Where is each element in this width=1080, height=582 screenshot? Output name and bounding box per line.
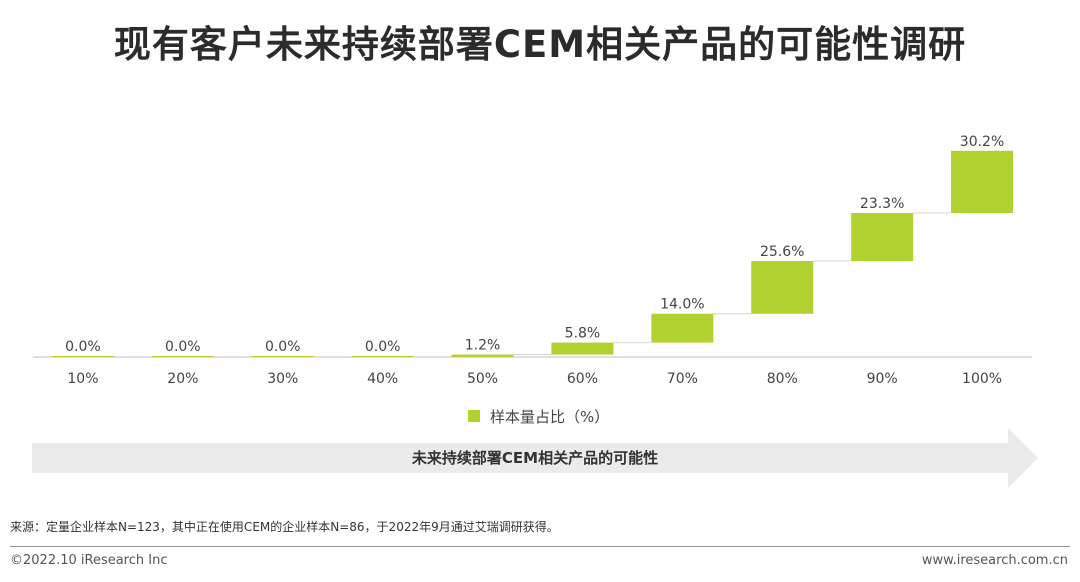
bar [51,356,114,357]
x-tick-label: 90% [867,371,898,387]
data-label: 0.0% [365,339,401,355]
x-tick-label: 80% [767,371,798,387]
footer-divider [10,546,1070,547]
bar [551,342,614,355]
page-title: 现有客户未来持续部署CEM相关产品的可能性调研 [113,23,967,66]
data-label: 25.6% [760,244,804,260]
x-tick-label: 10% [67,371,98,387]
x-tick-label: 70% [667,371,698,387]
copyright: ©2022.10 iResearch Inc [10,553,168,568]
data-label: 1.2% [465,338,501,354]
website: www.iresearch.com.cn [921,553,1068,568]
connector-lines [113,212,952,358]
data-labels: 0.0% 0.0% 0.0% 0.0% 1.2% 5.8% 14.0% 25.6% 23.3% 3… [65,134,1004,355]
direction-banner: 未来持续部署CEM相关产品的可能性 [32,428,1038,488]
x-tick-label: 100% [962,371,1002,387]
waterfall-chart: 0.0% 0.0% 0.0% 0.0% 1.2% 5.8% 14.0% 25.6% 23.3% 3… [33,134,1032,387]
bar [651,313,714,343]
banner-label: 未来持续部署CEM相关产品的可能性 [411,449,659,467]
bar [351,356,414,357]
data-label: 5.8% [565,326,601,342]
legend-label: 样本量占比（%） [490,407,610,426]
x-tick-label: 40% [367,371,398,387]
bars [51,150,1014,357]
data-label: 23.3% [860,196,904,212]
data-label: 0.0% [165,339,201,355]
bar [751,261,814,314]
legend-swatch [468,410,480,422]
x-tick-label: 50% [467,371,498,387]
legend: 样本量占比（%） [468,405,609,427]
bar [951,150,1014,214]
x-tick-label: 60% [567,371,598,387]
banner-arrow-icon [32,428,1038,488]
bar [451,354,514,357]
data-label: 0.0% [65,339,101,355]
bar [151,356,214,357]
x-tick-labels: 10% 20% 30% 40% 50% 60% 70% 80% 90% 100% [67,371,1002,387]
data-label: 30.2% [960,134,1004,150]
bar [851,213,914,262]
x-tick-label: 30% [267,371,298,387]
data-label: 14.0% [660,297,704,313]
source-note: 来源：定量企业样本N=123，其中正在使用CEM的企业样本N=86，于2022年… [10,520,559,534]
data-label: 0.0% [265,339,301,355]
x-tick-label: 20% [167,371,198,387]
bar [251,356,314,357]
